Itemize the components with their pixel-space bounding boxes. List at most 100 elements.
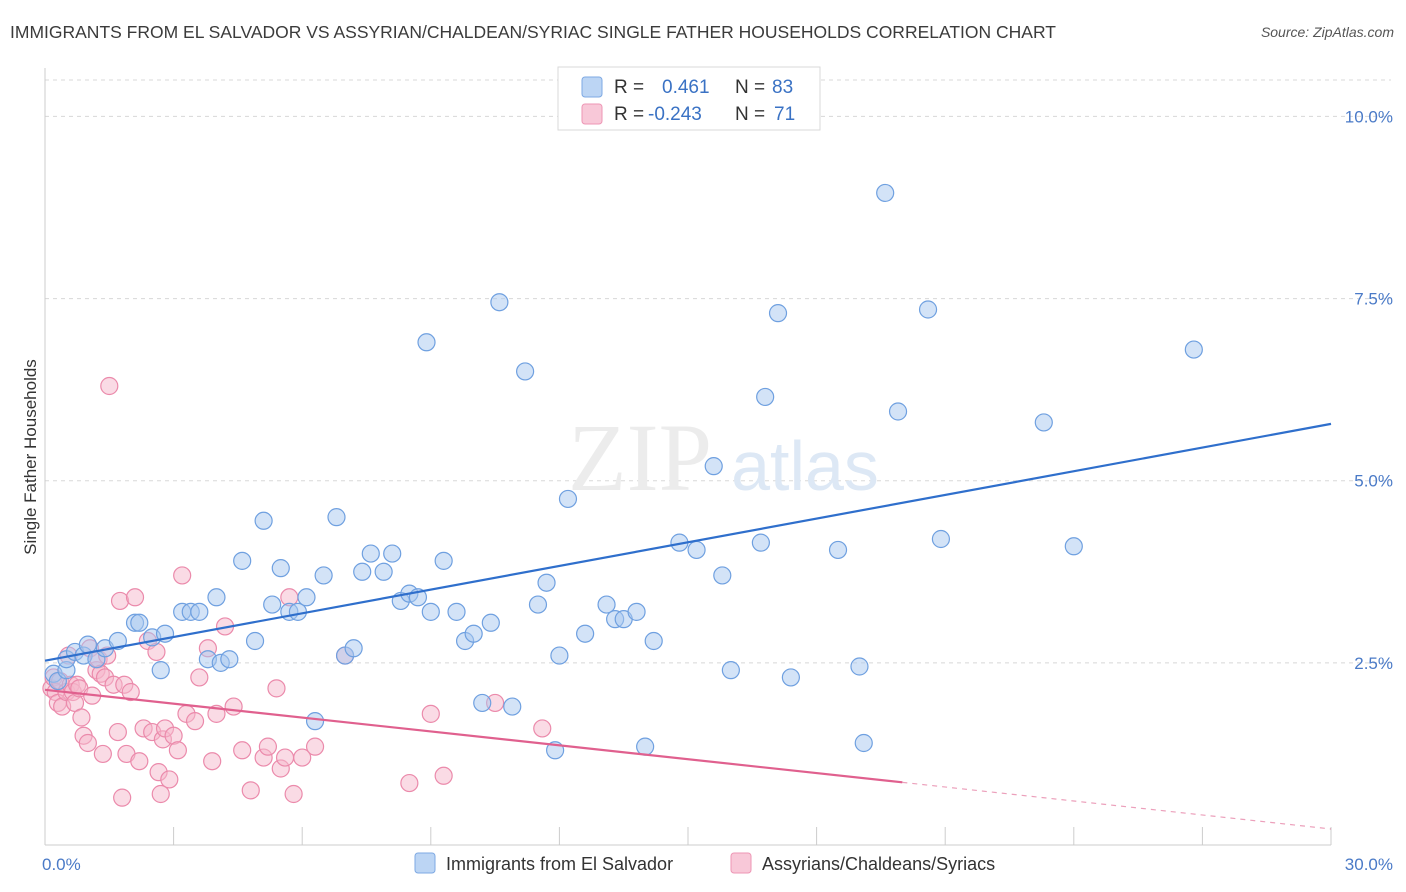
legend-r-label-1: R = [614,77,644,98]
el-salvador-point-25 [263,595,282,614]
assyrian-point-64 [305,737,325,756]
el-salvador-point-49 [481,613,500,632]
assyrian-point-15 [78,733,97,753]
assyrian-point-47 [185,712,205,731]
assyrian-point-53 [224,697,243,716]
y-tick-label-2: 7.5% [1354,290,1393,309]
el-salvador-point-11 [130,613,149,632]
assyrian-point-60 [275,748,295,767]
el-salvador-point-47 [464,624,483,643]
chart-title: IMMIGRANTS FROM EL SALVADOR VS ASSYRIAN/… [10,22,1056,42]
assyrian-point-62 [284,784,303,804]
el-salvador-point-37 [374,562,393,581]
bottom-legend-swatch-blue [414,852,436,874]
watermark-atlas: atlas [731,427,879,505]
el-salvador-point-83 [1184,340,1203,359]
assyrian-point-27 [110,591,130,611]
el-salvador-point-70 [751,533,770,552]
y-tick-label-1: 5.0% [1354,472,1393,491]
el-salvador-point-51 [503,697,522,716]
assyrian-point-68 [434,766,453,785]
assyrian-point-28 [113,788,132,807]
bottom-legend-swatch-pink [730,852,752,874]
assyrian-point-67 [421,704,440,723]
trend-line-assyrian [44,688,903,784]
assyrian-point-58 [267,679,286,698]
assyrian-point-24 [100,376,119,396]
el-salvador-point-34 [344,639,363,658]
legend-r-label-2: R = [614,104,644,125]
el-salvador-point-76 [854,733,873,753]
assyrian-point-50 [203,752,222,771]
assyrian-point-33 [130,752,149,771]
bottom-legend-label-pink: Assyrians/Chaldeans/Syriacs [762,854,995,874]
el-salvador-point-24 [254,511,273,530]
watermark-zip: ZIP [568,404,712,511]
assyrian-point-63 [293,748,312,767]
el-salvador-point-57 [558,489,578,509]
el-salvador-point-66 [687,540,706,560]
assyrian-point-21 [93,744,112,764]
assyrian-point-55 [241,781,260,800]
bottom-legend: Immigrants from El Salvador Assyrians/Ch… [414,852,995,874]
el-salvador-point-29 [297,588,316,607]
el-salvador-point-17 [190,602,209,621]
el-salvador-point-36 [361,544,380,563]
assyrian-point-57 [258,737,278,756]
el-salvador-point-22 [233,551,252,570]
legend-r-value-2: -0.243 [648,104,702,125]
legend-r-value-1: 0.461 [662,77,710,98]
legend-n-value-2: 71 [774,104,795,125]
assyrian-point-31 [121,682,140,702]
el-salvador-point-75 [850,657,869,676]
el-salvador-point-32 [327,508,346,527]
el-salvador-point-81 [1034,413,1053,432]
assyrian-point-39 [151,784,170,804]
y-axis-label: Single Father Households [21,359,40,555]
el-salvador-point-78 [888,402,908,421]
el-salvador-point-52 [516,362,535,381]
assyrian-point-54 [233,741,252,760]
el-salvador-point-69 [721,661,740,680]
el-salvador-point-74 [828,540,848,560]
el-salvador-point-71 [756,387,775,407]
watermark: ZIP atlas [568,404,879,511]
assyrian-point-48 [190,668,209,687]
legend-box: R = 0.461 N = 83 R = -0.243 N = 71 [557,66,821,131]
el-salvador-point-72 [768,304,788,323]
trend-line-el-salvador [44,422,1332,662]
assyrian-point-13 [72,708,91,727]
el-salvador-point-80 [931,529,951,549]
el-salvador-point-19 [207,588,226,607]
el-salvador-point-53 [528,595,548,614]
x-tick-label-0: 0.0% [42,855,81,874]
y-tick-label-3: 10.0% [1345,107,1393,126]
el-salvador-point-45 [447,602,466,621]
el-salvador-point-79 [918,300,938,319]
el-salvador-point-68 [713,566,732,585]
trend-lines [44,422,1332,830]
source-label: Source: ZipAtlas.com [1260,24,1394,40]
el-salvador-point-13 [151,661,170,680]
el-salvador-point-62 [627,602,646,621]
el-salvador-point-64 [644,631,663,651]
el-salvador-point-21 [220,650,239,669]
series-el-salvador-points [44,183,1203,760]
el-salvador-point-58 [576,624,595,643]
axes [44,68,1332,846]
assyrian-point-44 [168,741,187,760]
legend-n-label-1: N = [735,77,765,98]
el-salvador-point-42 [417,333,436,352]
el-salvador-point-50 [490,293,509,312]
assyrian-point-66 [400,773,419,793]
el-salvador-point-38 [383,544,402,563]
el-salvador-point-9 [108,631,127,651]
el-salvador-point-77 [876,183,895,203]
el-salvador-point-43 [421,602,440,621]
assyrian-point-32 [125,588,145,607]
legend-swatch-blue [581,76,603,98]
assyrian-point-42 [160,770,179,789]
legend-n-label-2: N = [735,104,765,125]
legend-swatch-pink [581,103,603,125]
